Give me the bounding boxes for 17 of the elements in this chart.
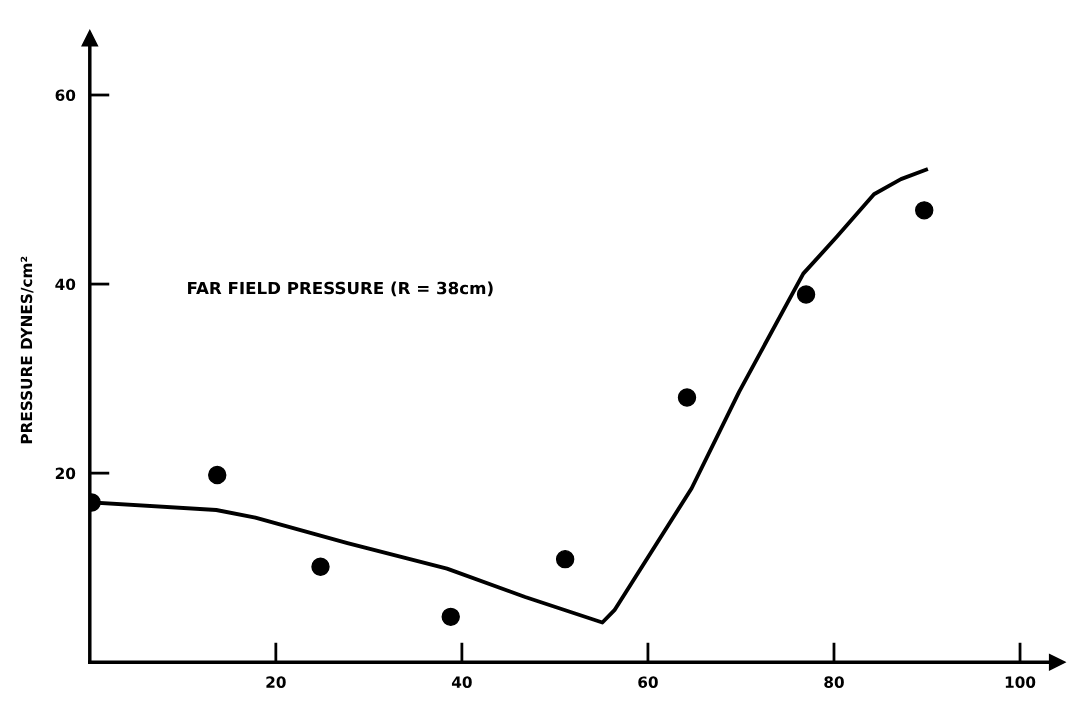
x-tick-label: 100 [1005, 676, 1036, 688]
y-axis-title: PRESSURE DYNES/cm² [20, 256, 34, 444]
y-tick-label: 60 [55, 89, 76, 102]
y-tick-label: 40 [55, 278, 76, 291]
point [915, 201, 934, 220]
point [311, 557, 330, 576]
point [555, 549, 575, 569]
point [796, 285, 816, 304]
annotation: FAR FIELD PRESSURE (R = 38cm) [188, 281, 493, 297]
x-tick-label: 80 [824, 676, 844, 688]
point [677, 388, 697, 407]
x-tick-label: 60 [638, 676, 658, 688]
x-tick-label: 40 [451, 676, 472, 688]
point [441, 607, 460, 627]
y-tick-label: 20 [55, 467, 76, 480]
point [208, 465, 227, 485]
x-tick-label: 20 [266, 676, 286, 688]
